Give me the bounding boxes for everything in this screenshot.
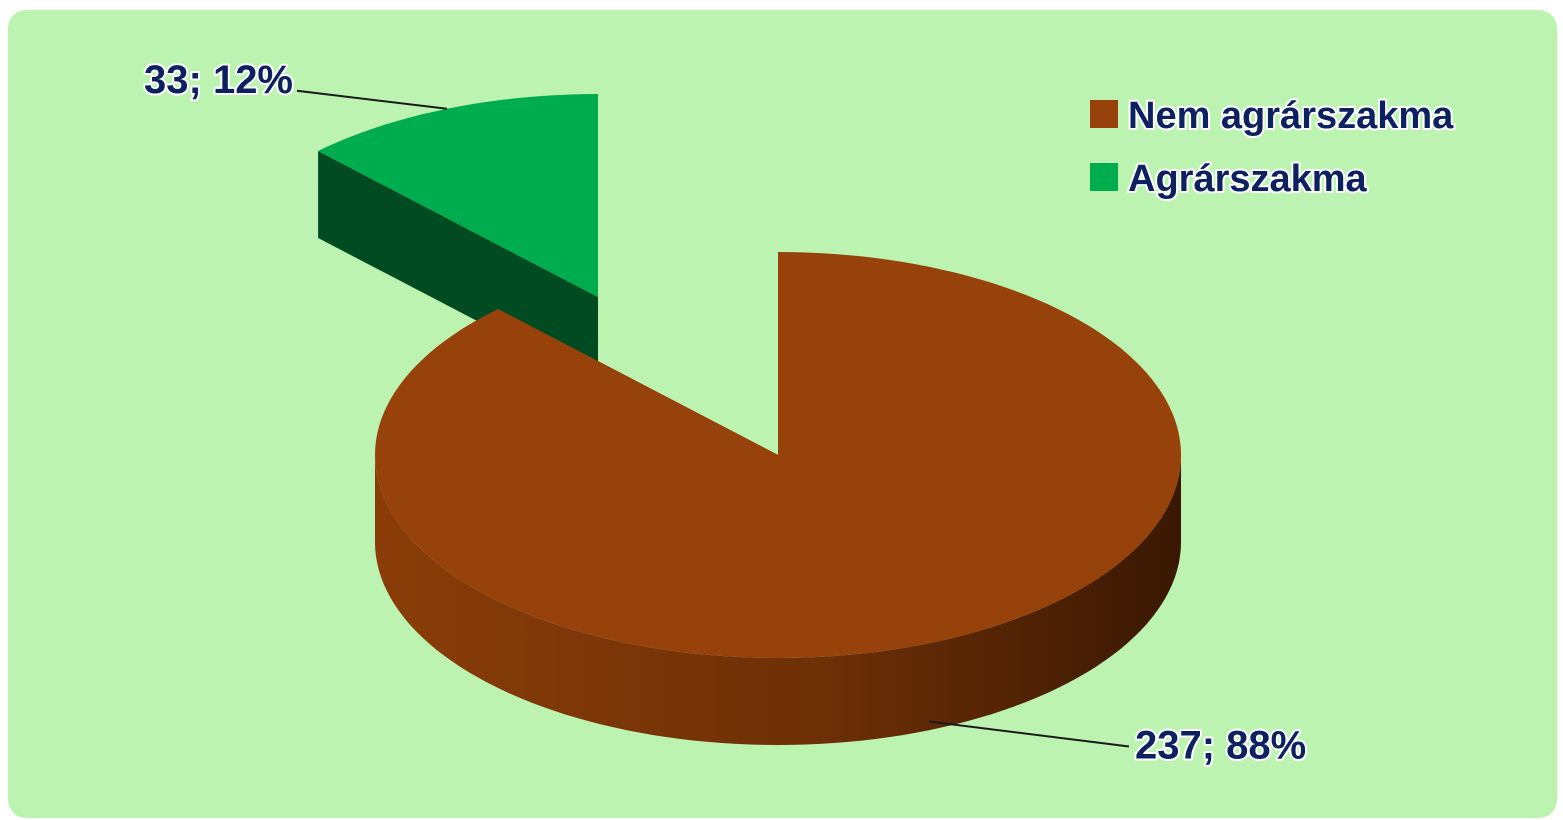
slice-tops [318, 94, 1181, 658]
slice-side-nem-agr-rszakma [375, 455, 1181, 745]
leader-line-agr-rszakma [296, 89, 448, 110]
leader-lines [296, 89, 1130, 748]
slice-top-nem-agr-rszakma [375, 252, 1181, 658]
legend-label-nem-agr-rszakma: Nem agrárszakma [1128, 95, 1454, 137]
leader-line-nem-agr-rszakma [928, 720, 1130, 748]
legend-swatch-nem-agr-rszakma [1090, 100, 1118, 128]
slice-top-agr-rszakma [318, 94, 598, 297]
legend-label-agr-rszakma: Agrárszakma [1128, 158, 1368, 200]
data-labels: 237; 88% 33; 12% [142, 56, 1308, 770]
data-label-nem-agr-rszakma: 237; 88% [1135, 724, 1306, 768]
legend: Nem agrárszakma Agrárszakma [1090, 93, 1456, 202]
legend-swatch-agr-rszakma [1090, 163, 1118, 191]
data-label-agr-rszakma: 33; 12% [144, 58, 293, 102]
